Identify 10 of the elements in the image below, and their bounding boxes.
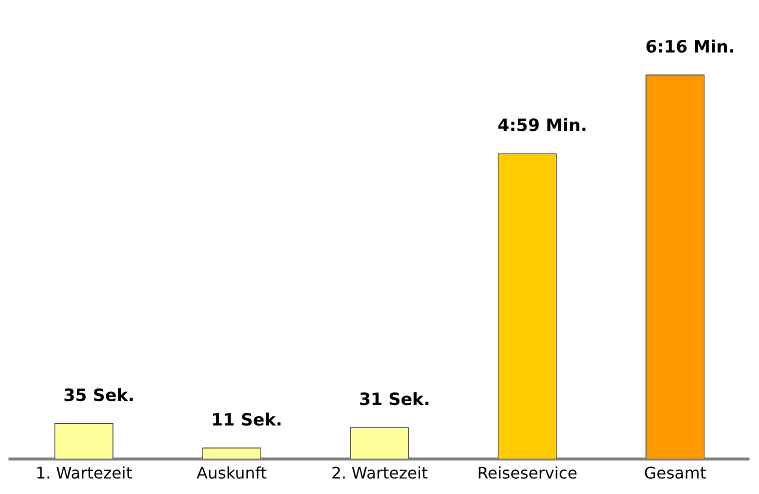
data-label: 11 Sek. <box>211 410 282 430</box>
x-tick-label: Gesamt <box>644 464 706 483</box>
x-tick-label: Reiseservice <box>477 464 578 483</box>
data-label: 35 Sek. <box>63 386 134 406</box>
data-label: 31 Sek. <box>358 390 430 410</box>
x-tick-label: 1. Wartezeit <box>36 464 132 483</box>
data-label: 6:16 Min. <box>645 37 735 58</box>
x-tick-label: Auskunft <box>196 464 267 483</box>
x-tick-label: 2. Wartezeit <box>331 464 428 483</box>
data-label: 4:59 Min. <box>498 116 588 136</box>
